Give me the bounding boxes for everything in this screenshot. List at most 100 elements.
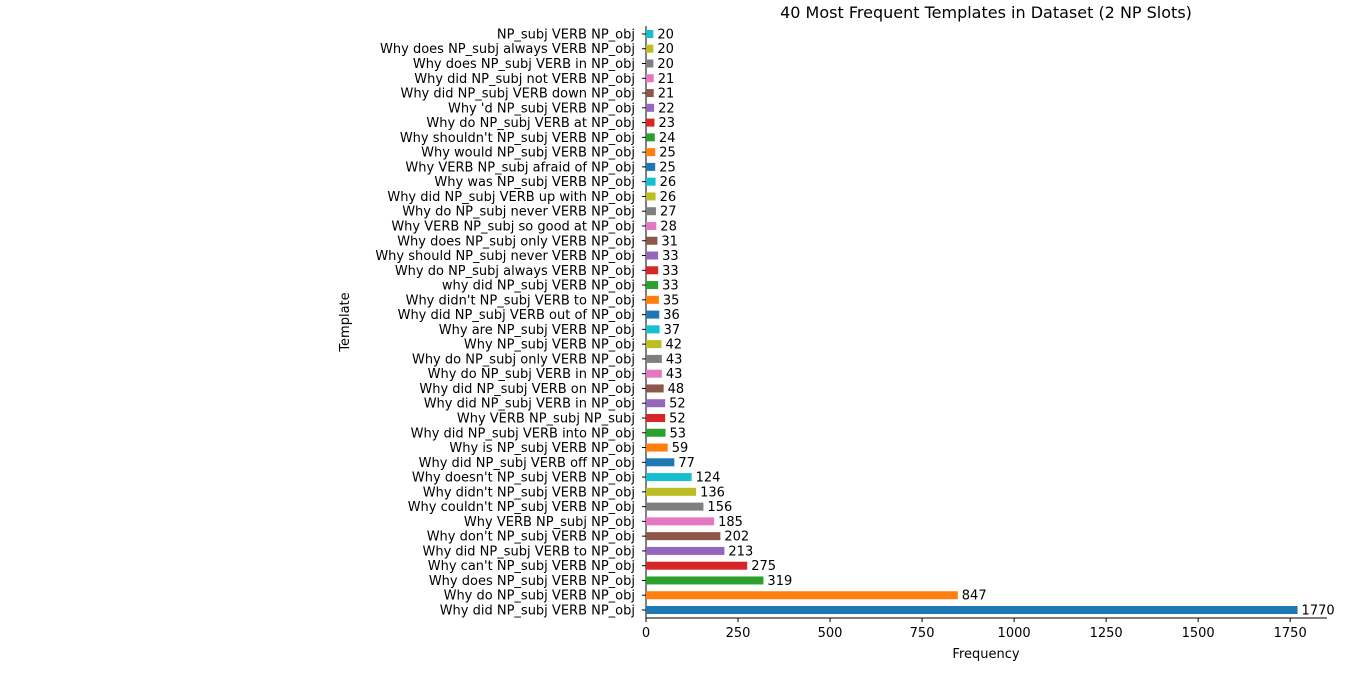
bar [646, 576, 764, 585]
value-label: 48 [668, 382, 685, 397]
value-label: 26 [660, 175, 677, 190]
y-tick-label: Why didn't NP_subj VERB NP_obj [423, 485, 635, 500]
value-label: 27 [660, 205, 677, 220]
bar [646, 59, 654, 68]
y-tick-label: Why did NP_subj VERB down NP_obj [400, 87, 635, 102]
y-tick-label: Why did NP_subj VERB NP_obj [440, 604, 635, 619]
value-label: 20 [657, 57, 674, 72]
value-label: 22 [658, 101, 675, 116]
value-label: 21 [658, 87, 675, 102]
value-label: 185 [718, 515, 743, 530]
bar [646, 89, 654, 98]
y-tick-label: Why 'd NP_subj VERB NP_obj [448, 101, 635, 116]
value-label: 28 [660, 219, 677, 234]
value-label: 124 [696, 471, 721, 486]
value-label: 53 [670, 426, 687, 441]
bar [646, 428, 666, 437]
y-tick-label: Why did NP_subj VERB on NP_obj [419, 382, 635, 397]
bar [646, 133, 655, 142]
y-tick-label: Why do NP_subj VERB NP_obj [444, 589, 635, 604]
y-tick-label: Why do NP_subj VERB in NP_obj [428, 367, 635, 382]
y-tick-label: Why doesn't NP_subj VERB NP_obj [412, 471, 635, 486]
value-label: 1770 [1302, 604, 1335, 619]
value-label: 319 [767, 574, 792, 589]
x-tick-label: 250 [726, 626, 751, 641]
value-label: 275 [751, 559, 776, 574]
bar [646, 118, 655, 127]
value-label: 77 [678, 456, 695, 471]
y-tick-label: Why did NP_subj VERB out of NP_obj [398, 308, 635, 323]
y-tick-label: Why did NP_subj VERB into NP_obj [411, 426, 635, 441]
value-label: 35 [663, 293, 680, 308]
bar [646, 310, 660, 319]
value-label: 26 [660, 190, 677, 205]
value-label: 156 [707, 500, 732, 515]
value-label: 31 [661, 234, 678, 249]
bar [646, 502, 704, 511]
bar [646, 221, 657, 230]
y-tick-label: Why does NP_subj only VERB NP_obj [397, 234, 635, 249]
value-labels: 1770847319275213202185156136124775953525… [657, 27, 1334, 618]
y-tick-label: Why couldn't NP_subj VERB NP_obj [408, 500, 635, 515]
value-label: 52 [669, 397, 686, 412]
y-tick-label: Why would NP_subj VERB NP_obj [421, 146, 635, 161]
bar [646, 325, 660, 334]
y-tick-label: Why don't NP_subj VERB NP_obj [427, 530, 635, 545]
bar [646, 399, 666, 408]
y-tick-label: Why was NP_subj VERB NP_obj [434, 175, 635, 190]
bar [646, 103, 655, 112]
bar [646, 148, 656, 157]
value-label: 33 [662, 264, 679, 279]
bar [646, 162, 656, 171]
bar [646, 546, 725, 555]
bar [646, 177, 656, 186]
x-tick-label: 0 [642, 626, 650, 641]
x-tick-label: 1500 [1182, 626, 1215, 641]
y-tick-label: Why didn't NP_subj VERB to NP_obj [406, 293, 635, 308]
y-tick-label: Why are NP_subj VERB NP_obj [439, 323, 635, 338]
bar [646, 74, 654, 83]
y-axis-label: Template [338, 292, 353, 352]
bar [646, 266, 659, 275]
bar [646, 281, 659, 290]
x-tick-labels: 0 250 500 750 1000 1250 1500 1750 [642, 626, 1307, 641]
value-label: 33 [662, 279, 679, 294]
x-tick-label: 1250 [1090, 626, 1123, 641]
y-tick-label: Why did NP_subj VERB off NP_obj [419, 456, 635, 471]
bar [646, 458, 675, 467]
bar [646, 207, 656, 216]
value-label: 59 [672, 441, 689, 456]
bar [646, 340, 662, 349]
y-tick-label: Why did NP_subj VERB in NP_obj [424, 397, 635, 412]
y-tick-label: Why do NP_subj VERB at NP_obj [426, 116, 635, 131]
x-axis-label: Frequency [952, 647, 1019, 662]
bar [646, 487, 697, 496]
bar [646, 369, 662, 378]
value-label: 21 [658, 72, 675, 87]
y-tick-label: Why VERB NP_subj NP_subj [457, 411, 635, 426]
value-label: 136 [700, 485, 725, 500]
y-tick-label: Why did NP_subj VERB up with NP_obj [387, 190, 635, 205]
value-label: 847 [962, 589, 987, 604]
value-label: 37 [664, 323, 681, 338]
value-label: 52 [669, 411, 686, 426]
y-tick-label: Why do NP_subj never VERB NP_obj [402, 205, 635, 220]
value-label: 20 [657, 27, 674, 42]
x-tick-label: 1750 [1274, 626, 1307, 641]
bar [646, 606, 1298, 614]
bar [646, 473, 692, 482]
y-tick-label: Why VERB NP_subj afraid of NP_obj [405, 160, 635, 175]
bar [646, 29, 654, 38]
value-label: 43 [666, 367, 683, 382]
y-tick-label: Why does NP_subj always VERB NP_obj [380, 42, 635, 57]
y-tick-label: Why VERB NP_subj NP_obj [464, 515, 635, 530]
bar [646, 44, 654, 53]
x-tick-label: 1000 [998, 626, 1031, 641]
bar [646, 561, 748, 570]
chart-title: 40 Most Frequent Templates in Dataset (2… [780, 3, 1192, 22]
y-tick-label: Why did NP_subj not VERB NP_obj [414, 72, 635, 87]
value-label: 25 [659, 146, 676, 161]
value-label: 25 [659, 160, 676, 175]
y-tick-label: Why does NP_subj VERB in NP_obj [413, 57, 635, 72]
